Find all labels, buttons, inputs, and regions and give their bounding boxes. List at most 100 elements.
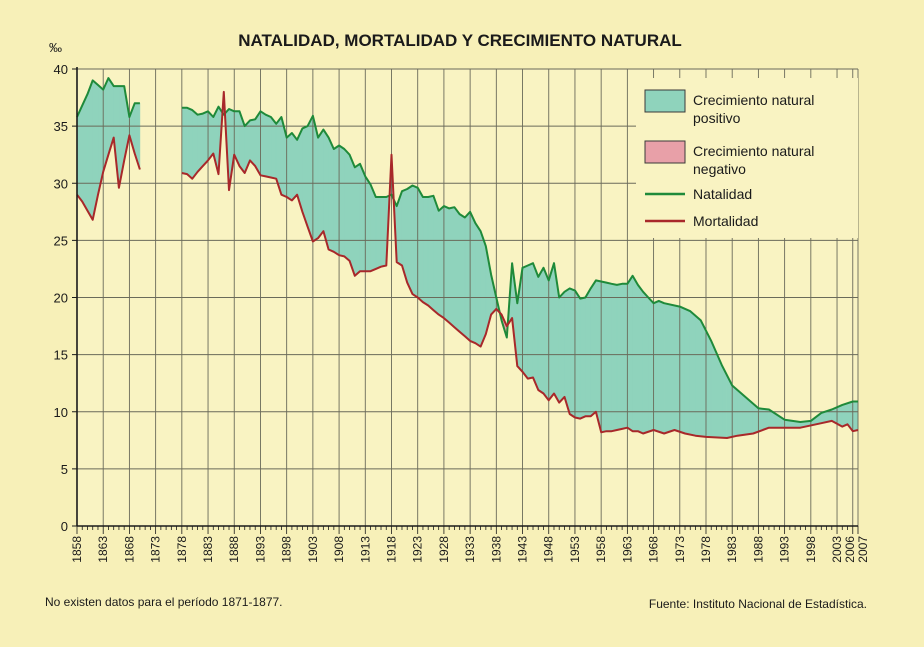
legend: Crecimiento natural positivo Crecimiento n…: [636, 78, 858, 238]
fill-positive: [841, 402, 848, 428]
fill-positive: [260, 110, 266, 177]
fill-positive: [349, 154, 356, 276]
mortalidad-line: [76, 134, 141, 221]
x-tick-label: 1948: [542, 536, 556, 563]
x-tick-label: 1983: [725, 536, 739, 563]
x-tick-label: 1923: [411, 536, 425, 563]
x-tick-label: 1973: [673, 536, 687, 563]
fill-positive: [737, 389, 743, 437]
x-tick-label: 1988: [751, 536, 765, 563]
fill-positive: [459, 213, 466, 338]
fill-positive: [606, 282, 612, 432]
fill-positive: [454, 206, 460, 333]
fill-positive: [537, 266, 544, 395]
fill-positive: [658, 300, 665, 434]
fill-positive: [417, 186, 424, 303]
fill-positive: [265, 114, 272, 178]
fill-positive: [307, 115, 314, 242]
legend-label: negativo: [693, 161, 746, 177]
natalidad-line: [181, 105, 858, 423]
x-tick-label: 1933: [463, 536, 477, 563]
fill-positive: [433, 195, 439, 316]
note-text: No existen datos para el período 1871-18…: [45, 595, 283, 609]
axes: 0 5 10 15 20 25 30 35 40 1858 1863 1868 1873 1878 1883…: [54, 62, 870, 563]
legend-swatch: [644, 89, 686, 113]
x-tick-label: 1958: [594, 536, 608, 563]
fill-positive: [438, 205, 445, 319]
fill-positive: [627, 274, 633, 432]
fill-positive: [632, 274, 639, 432]
legend-label: Crecimiento natural: [693, 92, 814, 108]
y-tick-label: 10: [54, 405, 68, 420]
y-tick-label: 35: [54, 119, 68, 134]
fill-positive: [689, 310, 696, 437]
fill-positive: [448, 206, 455, 328]
fill-positive: [333, 144, 340, 256]
fill-positive: [642, 291, 649, 434]
fill-positive: [595, 279, 602, 433]
fill-positive: [338, 144, 345, 257]
y-axis-label: ‰: [49, 40, 62, 55]
fill-positive: [192, 109, 198, 180]
x-tick-label: 1913: [358, 536, 372, 563]
x-tick-label: 1953: [568, 536, 582, 563]
fill-positive: [532, 263, 539, 391]
y-tick-label: 20: [54, 291, 68, 306]
x-tick-label: 1858: [70, 536, 84, 563]
fill-positive: [406, 184, 413, 295]
fill-positive: [422, 196, 429, 307]
x-tick-label: 1898: [280, 536, 294, 563]
fill-positive: [585, 287, 591, 417]
legend-label: Natalidad: [693, 186, 752, 202]
x-tick-label: 1903: [306, 536, 320, 563]
x-tick-label: 2003: [830, 536, 844, 563]
fill-positive: [600, 281, 607, 433]
fill-positive: [464, 211, 471, 342]
fill-positive: [695, 315, 702, 437]
fill-positive: [674, 305, 681, 433]
fill-positive: [202, 110, 209, 167]
y-tick-label: 0: [61, 519, 68, 534]
fill-positive: [87, 80, 94, 221]
fill-positive: [852, 401, 859, 432]
natalidad-line: [76, 77, 140, 118]
y-tick-label: 30: [54, 176, 68, 191]
x-tick-label: 1888: [227, 536, 241, 563]
x-tick-label: 1873: [149, 536, 163, 563]
y-tick-label: 40: [54, 62, 68, 77]
fill-positive: [380, 196, 387, 268]
fill-positive: [480, 231, 487, 347]
x-tick-label: 1943: [516, 536, 530, 563]
fill-positive: [412, 185, 419, 299]
legend-label: Crecimiento natural: [693, 143, 814, 159]
fill-positive: [291, 132, 298, 202]
x-tick-label: 1998: [804, 536, 818, 563]
x-tick-label: 2006: [843, 536, 857, 563]
x-tick-label: 1863: [96, 536, 110, 563]
x-tick-label: 1978: [699, 536, 713, 563]
x-tick-label: 1893: [253, 536, 267, 563]
fill-positive: [317, 128, 324, 239]
fill-positive: [705, 330, 712, 438]
x-tick-label: 1878: [175, 536, 189, 563]
fill-positive: [663, 302, 675, 434]
fill-positive: [611, 283, 618, 432]
fill-positive: [286, 132, 293, 201]
x-tick-label: 1883: [201, 536, 215, 563]
fill-positive: [684, 308, 691, 435]
x-tick-label: 1993: [778, 536, 792, 563]
series-lines: [76, 77, 859, 439]
x-tick-label: 1938: [489, 536, 503, 563]
fill-positive: [522, 265, 529, 380]
y-tick-label: 25: [54, 233, 68, 248]
source-text: Fuente: Instituto Nacional de Estadístic…: [649, 597, 867, 611]
fill-positive: [548, 263, 555, 402]
x-tick-label: 1868: [122, 536, 136, 563]
chart-title: NATALIDAD, MORTALIDAD Y CRECIMIENTO NATU…: [238, 31, 682, 50]
fill-positive: [621, 283, 628, 430]
fill-positive: [637, 284, 644, 434]
fill-positive: [679, 306, 686, 434]
fill-positive: [475, 222, 481, 348]
fill-positive: [81, 94, 88, 212]
